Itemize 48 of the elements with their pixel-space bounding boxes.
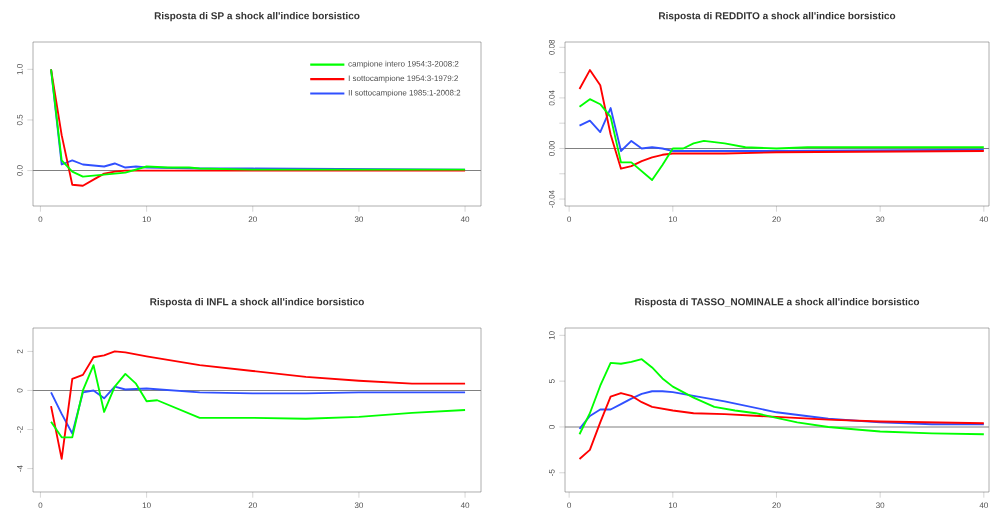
x-tick-label: 40 [460, 216, 470, 223]
line-series [578, 69, 985, 170]
x-tick-label: 10 [668, 216, 677, 223]
y-tick-label: 10 [548, 331, 555, 340]
y-tick-label: 5 [549, 379, 555, 384]
line-series [50, 364, 467, 439]
x-tick-label: 10 [668, 502, 677, 509]
y-tick-label: 2 [17, 349, 23, 354]
x-tick-label: 40 [460, 502, 470, 509]
x-tick-label: 30 [876, 502, 885, 509]
x-tick-label: 30 [876, 216, 885, 223]
line-series [50, 350, 467, 460]
y-tick-label: -5 [549, 469, 555, 476]
x-tick-label: 30 [354, 216, 364, 223]
y-tick-label: -4 [17, 465, 23, 472]
x-tick-label: 30 [354, 502, 364, 509]
y-tick-label: -2 [17, 426, 23, 433]
line-series [578, 358, 985, 436]
x-tick-label: 20 [772, 502, 781, 509]
y-tick-label: -0.04 [548, 190, 555, 208]
legend-label: II sottocampione 1985:1-2008:2 [348, 89, 461, 98]
y-tick-label: 0.0 [16, 165, 23, 176]
x-tick-label: 0 [38, 216, 43, 223]
y-tick-label: 0.00 [548, 141, 555, 156]
line-series [578, 390, 985, 430]
x-tick-label: 0 [567, 502, 572, 509]
y-tick-label: 1.0 [16, 64, 23, 75]
x-tick-label: 40 [979, 502, 988, 509]
chart-title: Risposta di REDDITO a shock all'indice borsistico [659, 11, 896, 22]
chart-title: Risposta di INFL a shock all'indice borsistico [150, 297, 364, 308]
x-tick-label: 0 [38, 502, 43, 509]
y-tick-label: 0 [548, 425, 555, 429]
line-series [50, 385, 467, 435]
y-tick-label: 0.08 [548, 39, 555, 55]
y-tick-label: 0 [16, 388, 23, 393]
y-tick-label: 0.04 [548, 90, 555, 106]
chart-title: Risposta di TASSO_NOMINALE a shock all'indice borsistico [635, 297, 920, 308]
legend-label: campione intero 1954:3-2008:2 [348, 60, 459, 69]
x-tick-label: 20 [248, 216, 257, 223]
x-tick-label: 0 [567, 216, 572, 223]
y-tick-label: 0.5 [16, 114, 23, 126]
x-tick-label: 40 [979, 216, 988, 223]
x-tick-label: 20 [772, 216, 781, 223]
chart-title: Risposta di SP a shock all'indice borsistico [154, 11, 360, 22]
x-tick-label: 10 [142, 502, 151, 509]
x-tick-label: 10 [142, 216, 151, 223]
legend-label: I sottocampione 1954:3-1979:2 [348, 75, 458, 83]
x-tick-label: 20 [248, 502, 257, 509]
